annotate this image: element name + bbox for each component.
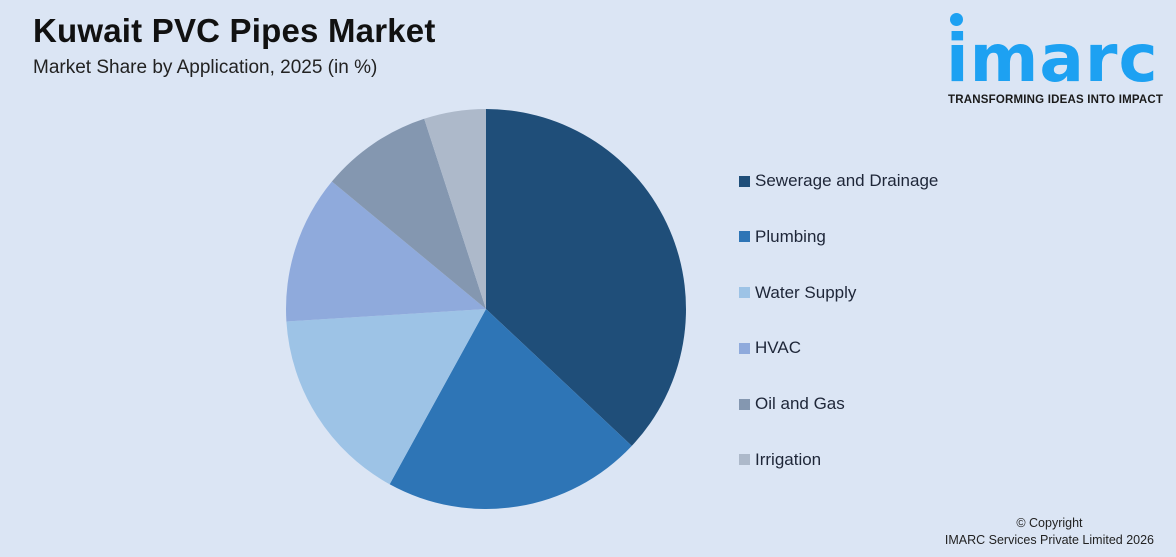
imarc-logo: imarc TRANSFORMING IDEAS INTO IMPACT	[946, 10, 1172, 110]
legend-item: Sewerage and Drainage	[739, 170, 938, 192]
pie-slice-oil-and-gas	[331, 118, 486, 309]
chart-title: Kuwait PVC Pipes Market	[33, 12, 436, 49]
pie-slice-hvac	[286, 181, 486, 322]
pie-slice-water-supply	[286, 309, 486, 485]
legend-label: Sewerage and Drainage	[755, 171, 939, 190]
copyright-line-1: © Copyright	[1016, 516, 1083, 530]
legend-label: Water Supply	[755, 282, 857, 302]
logo-tagline: TRANSFORMING IDEAS INTO IMPACT	[948, 94, 1164, 106]
legend-swatch-icon	[739, 398, 750, 410]
legend-swatch-icon	[739, 342, 750, 354]
chart-legend: Sewerage and Drainage Plumbing Water Suppl…	[739, 170, 938, 505]
legend-swatch-icon	[739, 454, 750, 466]
legend-label: Plumbing	[755, 226, 826, 246]
legend-item: HVAC	[739, 337, 938, 359]
legend-item: Water Supply	[739, 282, 938, 304]
logo-dot-icon	[950, 13, 963, 26]
pie-slice-sewerage-and-drainage	[486, 109, 686, 446]
legend-label: Oil and Gas	[755, 394, 845, 414]
legend-label: HVAC	[755, 338, 801, 358]
copyright-line-2: IMARC Services Private Limited 2026	[944, 533, 1154, 547]
chart-subtitle: Market Share by Application, 2025 (in %)	[33, 57, 378, 78]
legend-label: Irrigation	[755, 449, 822, 469]
legend-swatch-icon	[739, 287, 750, 299]
legend-item: Plumbing	[739, 226, 938, 248]
pie-slice-plumbing	[389, 309, 632, 509]
pie-chart	[286, 109, 686, 509]
copyright-notice: © Copyright IMARC Services Private Limit…	[945, 515, 1154, 549]
legend-item: Oil and Gas	[739, 393, 938, 415]
legend-item: Irrigation	[739, 449, 938, 471]
logo-wordmark: imarc	[946, 20, 1159, 97]
pie-slice-irrigation	[424, 109, 486, 309]
legend-swatch-icon	[739, 175, 750, 187]
legend-swatch-icon	[739, 231, 750, 243]
